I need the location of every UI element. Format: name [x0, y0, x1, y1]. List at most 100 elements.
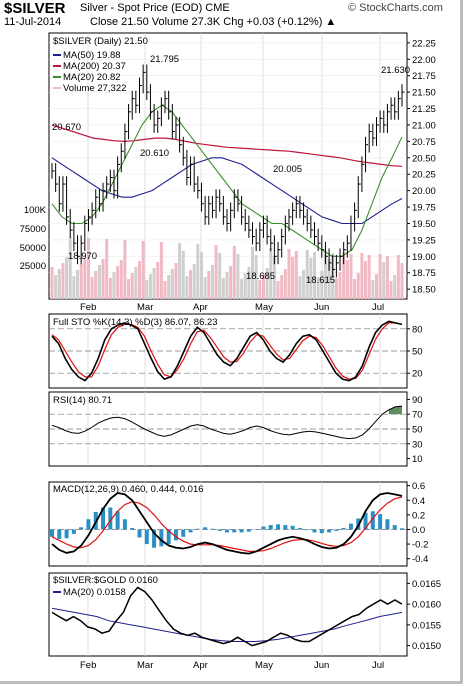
macd-histogram-bar: [144, 529, 149, 545]
volume-bar: [138, 261, 141, 299]
month-label: Apr: [193, 302, 208, 313]
price-y-tick-label: 21.25: [412, 104, 436, 115]
volume-bar: [178, 243, 182, 299]
macd-histogram-bar: [64, 529, 69, 539]
volume-bar: [309, 258, 313, 299]
price-y-tick-label: 19.50: [412, 219, 436, 230]
volume-bar: [196, 244, 200, 299]
volume-bar: [367, 255, 371, 299]
instrument-name: Silver - Spot Price (EOD) CME: [80, 2, 230, 14]
rsi-line: [51, 405, 403, 440]
volume-bar: [141, 241, 145, 299]
rsi-y-tick-label: 90: [412, 395, 423, 406]
month-label-bottom: Jul: [372, 660, 384, 671]
volume-bar: [50, 267, 54, 299]
volume-bar: [127, 279, 131, 299]
price-title: $SILVER (Daily) 21.50: [53, 36, 148, 47]
volume-bar: [280, 275, 284, 299]
volume-bar: [342, 252, 346, 299]
month-label-bottom: Apr: [193, 660, 208, 671]
volume-bar: [247, 267, 251, 299]
macd-signal-line: [51, 496, 403, 553]
month-label-bottom: Mar: [137, 660, 153, 671]
volume-bar: [170, 269, 174, 299]
stochastic-title: Full STO %K(14,3) %D(3) 86.07, 86.23: [53, 317, 218, 328]
macd-histogram-bar: [385, 519, 390, 530]
price-y-tick-label: 21.75: [412, 71, 436, 82]
macd-histogram-bar: [217, 529, 222, 531]
volume-bar: [79, 264, 83, 299]
month-label: Feb: [80, 302, 96, 313]
price-y-tick-label: 18.75: [412, 268, 436, 279]
macd-histogram-bar: [71, 529, 76, 534]
macd-histogram-bar: [254, 529, 259, 530]
ratio-y-tick-label: 0.0155: [412, 620, 441, 631]
legend-entry: MA(20) 20.82: [63, 72, 121, 83]
volume-bar: [258, 280, 262, 299]
volume-bar: [134, 267, 138, 299]
volume-bar: [174, 263, 178, 299]
volume-tick-label: 50000: [20, 243, 46, 254]
stochastic-y-tick-label: 50: [412, 347, 423, 358]
volume-bar: [123, 240, 127, 299]
macd-title: MACD(12,26,9) 0.460, 0.444, 0.016: [53, 484, 204, 495]
volume-bar: [94, 271, 98, 299]
volume-bar: [203, 277, 207, 299]
macd-histogram-bar: [50, 529, 54, 537]
macd-histogram-bar: [327, 529, 332, 533]
volume-bar: [265, 268, 269, 299]
price-annotation: 20.610: [140, 148, 169, 159]
price-y-tick-label: 18.50: [412, 285, 436, 296]
macd-histogram-bar: [101, 507, 106, 530]
volume-bar: [272, 256, 276, 299]
volume-bar: [221, 278, 225, 299]
volume-bar: [61, 263, 65, 299]
macd-histogram-bar: [305, 529, 310, 531]
volume-bar: [192, 264, 196, 299]
price-annotation: 20.670: [52, 122, 81, 133]
volume-bar: [236, 254, 240, 299]
volume-bar: [97, 265, 101, 299]
month-label: Jul: [372, 302, 384, 313]
volume-bar: [243, 273, 247, 299]
volume-bar: [159, 242, 163, 299]
ratio-line: [51, 586, 403, 647]
macd-histogram-bar: [108, 507, 113, 530]
volume-bar: [181, 251, 185, 299]
volume-bar: [225, 272, 229, 299]
volume-bar: [185, 276, 189, 299]
rsi-overbought-fill: [388, 406, 402, 415]
macd-histogram-bar: [232, 529, 237, 533]
symbol-title: $SILVER: [4, 0, 66, 17]
ratio-ma-line: [51, 607, 403, 642]
month-label: May: [255, 302, 273, 313]
volume-bar: [360, 253, 364, 299]
volume-bar: [218, 253, 222, 299]
volume-bar: [291, 257, 295, 299]
stochastic-y-tick-label: 80: [412, 324, 423, 335]
macd-histogram-bar: [370, 511, 375, 530]
volume-bar: [119, 260, 123, 299]
macd-histogram-bar: [319, 529, 324, 534]
macd-histogram-bar: [195, 528, 200, 530]
volume-bar: [112, 272, 116, 299]
month-label: Mar: [137, 302, 153, 313]
macd-histogram-bar: [210, 528, 215, 530]
price-annotation: 20.005: [273, 164, 302, 175]
macd-line: [51, 492, 403, 555]
rsi-y-tick-label: 30: [412, 439, 423, 450]
volume-bar: [214, 245, 218, 299]
volume-bar: [283, 269, 287, 299]
volume-bar: [378, 254, 382, 299]
legend-entry: Volume 27,322: [63, 83, 126, 94]
price-y-tick-label: 19.00: [412, 252, 436, 263]
volume-bar: [334, 278, 338, 299]
volume-bar: [393, 275, 397, 299]
macd-histogram-bar: [57, 529, 62, 539]
macd-histogram-bar: [159, 529, 164, 547]
macd-histogram-bar: [239, 529, 244, 533]
macd-histogram-bar: [225, 529, 229, 533]
macd-histogram-bar: [137, 529, 142, 538]
volume-bar: [101, 259, 105, 299]
